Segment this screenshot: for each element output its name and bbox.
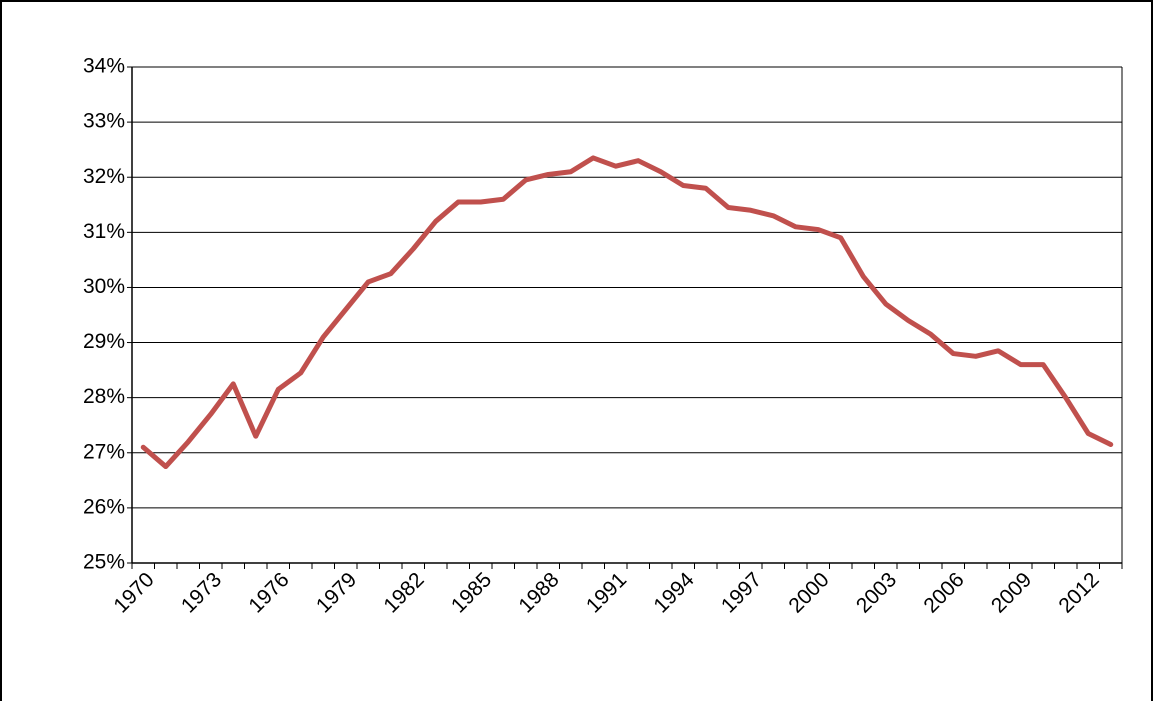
x-tick-label: 1976 <box>244 568 293 617</box>
data-line <box>140 155 1114 470</box>
y-tick-label: 28% <box>83 385 125 408</box>
x-tick-label: 2000 <box>784 568 833 617</box>
x-tick-label: 1988 <box>514 568 563 617</box>
x-tick-label: 2012 <box>1054 568 1103 617</box>
x-tick-label: 1994 <box>649 568 699 618</box>
y-tick-label: 30% <box>83 275 125 298</box>
x-tick-label: 1991 <box>582 568 631 617</box>
y-tick-label: 27% <box>83 440 125 463</box>
y-tick-label: 26% <box>83 495 125 518</box>
y-tick-label: 31% <box>83 220 125 243</box>
x-tick-label: 1985 <box>447 568 496 617</box>
x-tick-label: 1979 <box>312 568 361 617</box>
y-tick-label: 29% <box>83 330 125 353</box>
y-tick-label: 33% <box>83 110 125 133</box>
x-tick-label: 2006 <box>919 568 968 617</box>
x-tick-label: 1970 <box>109 568 158 617</box>
x-tick-label: 2003 <box>852 568 901 617</box>
y-tick-label: 34% <box>83 55 125 78</box>
y-tick-label: 32% <box>83 165 125 188</box>
x-tick-label: 2009 <box>987 568 1036 617</box>
x-tick-label: 1973 <box>177 568 226 617</box>
x-tick-label: 1982 <box>379 568 428 617</box>
y-tick-label: 25% <box>83 551 125 574</box>
x-tick-label: 1997 <box>717 568 766 617</box>
